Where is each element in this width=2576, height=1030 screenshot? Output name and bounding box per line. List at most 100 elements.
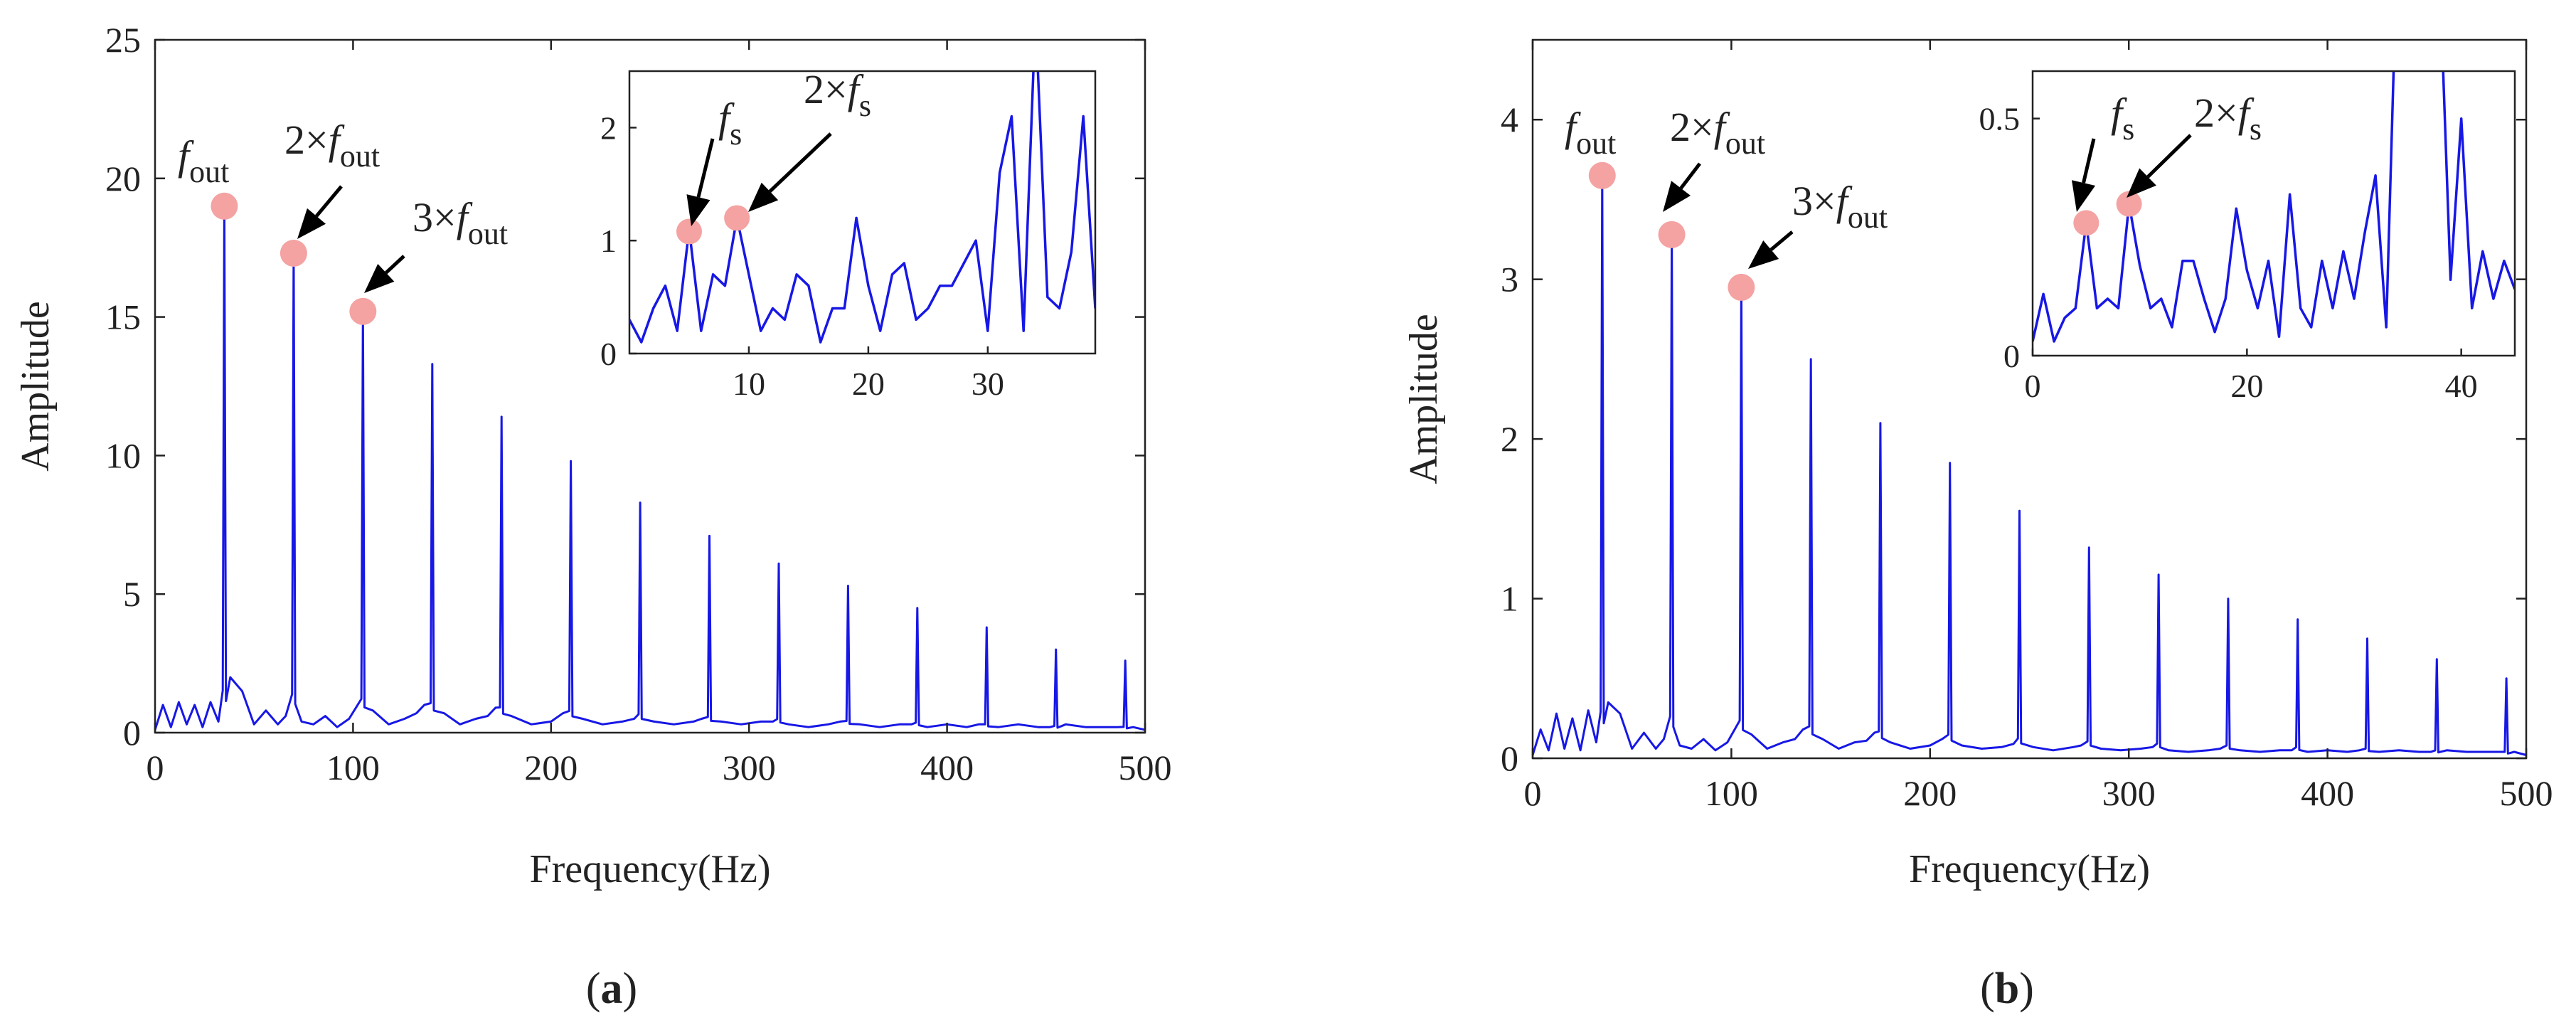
subfigure-paren-open: ( (1980, 965, 1995, 1013)
y-tick-label: 2 (1501, 419, 1518, 459)
inset-y-tick-label: 0 (2003, 338, 2020, 374)
peak-annotation-prefix: 2× (284, 117, 329, 163)
y-tick-label: 15 (105, 297, 141, 337)
subfigure-label: (a) (586, 965, 637, 1013)
x-tick-label: 200 (1903, 773, 1957, 813)
annotation-arrow-head (1663, 181, 1691, 212)
inset-annotation-arrow-head (2127, 168, 2156, 198)
inset-annotation-arrow-shaft (696, 138, 715, 198)
x-tick-label: 200 (524, 748, 578, 787)
peak-annotation: fout (1565, 104, 1616, 161)
x-tick-label: 400 (920, 748, 974, 787)
inset-y-tick-label: 0 (600, 336, 617, 372)
inset-x-tick-label: 0 (2025, 368, 2041, 404)
x-tick-label: 500 (2500, 773, 2553, 813)
peak-marker (1588, 161, 1616, 189)
subfigure-letter: b (1995, 965, 2019, 1013)
y-axis-label: Amplitude (14, 301, 58, 472)
inset-annotation: fs (718, 95, 742, 152)
plot-frame-a (154, 38, 1146, 734)
inset-x-tick-label: 30 (972, 366, 1004, 402)
inset-spectrum-line (629, 71, 1095, 344)
peak-marker (280, 239, 307, 267)
x-axis-label: Frequency(Hz) (1909, 847, 2150, 891)
inset-annotation-prefix: 2× (2194, 90, 2238, 136)
y-tick-label: 1 (1501, 579, 1518, 619)
inset-peak-marker (676, 218, 702, 245)
y-tick-label: 0 (123, 713, 141, 753)
inset-annotation-arrow-shaft (768, 132, 832, 193)
x-tick-label: 0 (147, 748, 164, 787)
peak-annotation-sub: out (1848, 200, 1888, 235)
y-tick-label: 25 (105, 20, 141, 60)
inset-annotation-sub: s (859, 88, 871, 123)
annotation-arrow-head (364, 263, 395, 293)
x-tick-label: 300 (723, 748, 776, 787)
peak-annotation-sub: out (468, 216, 508, 251)
y-axis-label: Amplitude (1402, 314, 1446, 484)
peak-annotation-sub: out (1725, 126, 1765, 161)
inset-annotation-arrow-shaft (2082, 138, 2096, 184)
annotation-arrow-shaft (315, 185, 343, 218)
y-tick-label: 10 (105, 435, 141, 475)
chart-a: 0 100 200 300 400 5000510152025Frequency(Hz)A… (14, 20, 1172, 1013)
inset-annotation-sub: s (730, 117, 742, 152)
subfigure-paren-close: ) (2019, 965, 2034, 1013)
annotation-arrow-shaft (385, 255, 405, 275)
y-tick-label: 4 (1501, 100, 1518, 139)
inset-annotation-arrow-head (686, 194, 710, 226)
peak-marker (349, 297, 377, 325)
annotation-arrow-head (1748, 240, 1779, 269)
inset-frame (628, 70, 1097, 355)
annotation-arrow-shaft (1679, 162, 1701, 190)
inset-spectrum-line (2033, 71, 2515, 343)
y-tick-label: 5 (123, 574, 141, 614)
inset-y-tick-label: 0.5 (1979, 101, 2021, 137)
peak-marker (1728, 273, 1755, 301)
peak-annotation-prefix: 3× (413, 194, 457, 240)
peak-annotation-sub: out (1576, 126, 1616, 161)
x-tick-label: 400 (2301, 773, 2354, 813)
x-tick-label: 100 (326, 748, 380, 787)
peak-annotation: fout (178, 132, 229, 189)
inset-a: 10 20 30 0 1 2 fs 2×fs (600, 66, 1097, 402)
spectrum-line-a (154, 205, 1146, 731)
inset-annotation: 2×fs (804, 66, 871, 123)
peak-annotation-prefix: 2× (1670, 104, 1714, 150)
y-tick-label: 20 (105, 159, 141, 198)
inset-peak-marker (2116, 191, 2142, 217)
peak-annotation: 2×fout (284, 117, 380, 174)
x-tick-label: 500 (1119, 748, 1172, 787)
inset-annotation-arrow-head (748, 182, 779, 212)
inset-frame (2031, 70, 2516, 357)
peak-marker (211, 192, 238, 220)
inset-x-tick-label: 40 (2445, 368, 2478, 404)
annotation-arrow-head (297, 208, 326, 239)
spectrum-line-b (1531, 174, 2527, 756)
inset-y-tick-label: 2 (600, 110, 617, 146)
peak-annotation-sub: out (340, 139, 380, 174)
inset-y-tick-label: 1 (600, 223, 617, 259)
subfigure-letter: a (601, 965, 623, 1013)
x-tick-label: 0 (1524, 773, 1542, 813)
inset-background (2033, 71, 2515, 356)
peak-annotation: 3×fout (1792, 178, 1888, 235)
inset-annotation-arrow-head (2071, 180, 2096, 212)
peak-annotation: 3×fout (413, 194, 508, 251)
inset-annotation-sub: s (2250, 112, 2262, 147)
peak-marker (1658, 221, 1686, 248)
x-axis-label: Frequency(Hz) (530, 847, 771, 891)
chart-b: 0 100 200 300 400 50001234Frequency(Hz)Amplit… (1402, 38, 2553, 1013)
peak-annotation: 2×fout (1670, 104, 1765, 161)
inset-x-tick-label: 20 (2230, 368, 2263, 404)
y-tick-label: 3 (1501, 260, 1518, 299)
x-tick-label: 100 (1705, 773, 1758, 813)
inset-peak-marker (724, 205, 750, 231)
plot-frame-b (1531, 38, 2528, 760)
peak-annotation-sub: out (189, 154, 229, 189)
inset-annotation-arrow-shaft (2146, 134, 2192, 179)
annotation-arrow-shaft (1769, 230, 1794, 251)
inset-x-tick-label: 10 (733, 366, 765, 402)
